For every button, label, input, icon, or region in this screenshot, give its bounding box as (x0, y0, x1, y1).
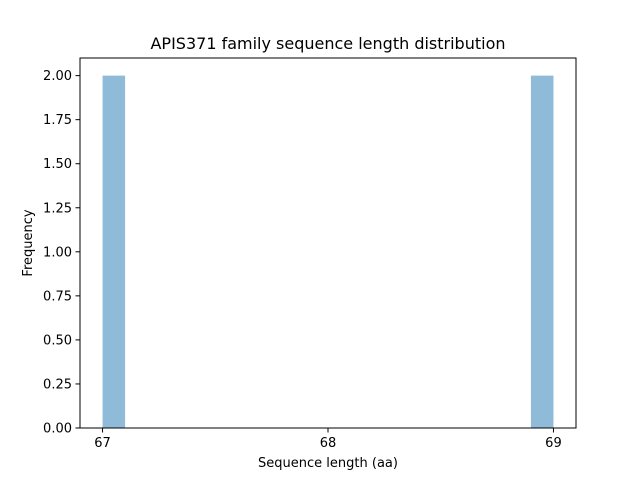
x-axis: 67 68 69 (94, 428, 562, 451)
y-axis: 0.00 0.25 0.50 0.75 1.00 1.25 1.50 1.75 2.00 (43, 69, 80, 437)
y-tick-label: 1.25 (43, 201, 72, 216)
y-tick-label: 0.25 (43, 377, 72, 392)
y-tick-label: 1.00 (43, 245, 72, 260)
y-tick-label: 2.00 (43, 69, 72, 84)
y-axis-label: Frequency (21, 209, 36, 276)
histogram-bar (102, 75, 126, 429)
chart-title: APIS371 family sequence length distribut… (150, 34, 505, 53)
y-tick-label: 1.75 (43, 113, 72, 128)
x-tick-label: 68 (320, 436, 337, 451)
bars-layer (102, 75, 554, 429)
y-tick-label: 1.50 (43, 157, 72, 172)
x-tick-label: 69 (545, 436, 562, 451)
x-tick-label: 67 (94, 436, 111, 451)
histogram-bar (530, 75, 554, 429)
y-tick-label: 0.50 (43, 333, 72, 348)
x-axis-label: Sequence length (aa) (258, 456, 398, 471)
y-tick-label: 0.75 (43, 289, 72, 304)
y-tick-label: 0.00 (43, 422, 72, 437)
